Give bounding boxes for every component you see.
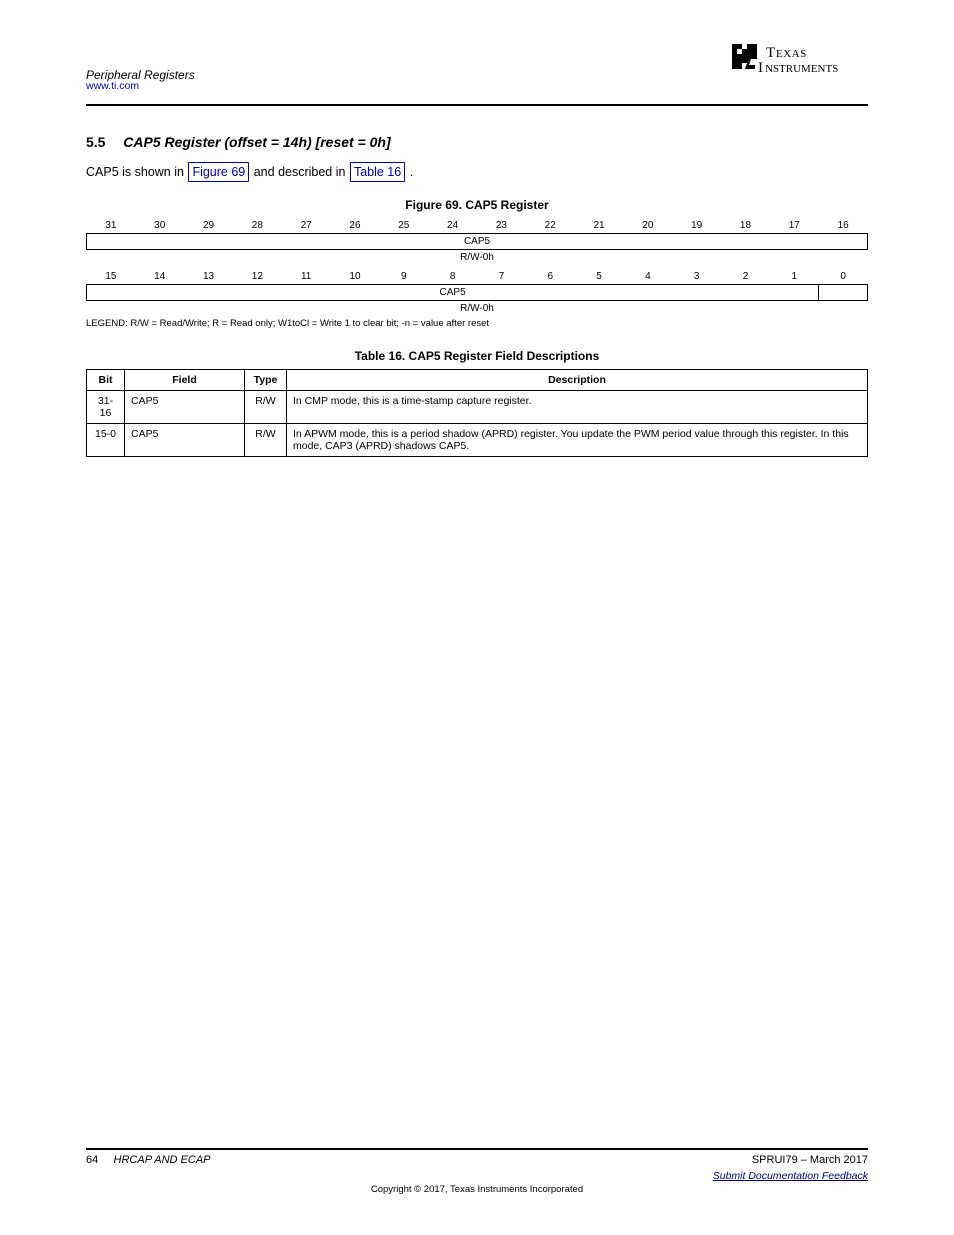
- th-desc: Description: [287, 370, 868, 391]
- bitnum: 13: [184, 269, 233, 285]
- register-layout-row1: 31 30 29 28 27 26 25 24 23 22 21 20 19 1…: [86, 218, 868, 265]
- intro-mid: and described in: [254, 165, 349, 179]
- bitnum: 23: [477, 218, 526, 234]
- bitnum: 18: [721, 218, 770, 234]
- th-field: Field: [125, 370, 245, 391]
- footer-left: 64 HRCAP AND ECAP: [86, 1154, 211, 1166]
- fieldname-cell: CAP5: [87, 285, 819, 301]
- td-field: CAP5: [125, 391, 245, 424]
- td-desc: In APWM mode, this is a period shadow (A…: [287, 424, 868, 457]
- page-number: 64: [86, 1154, 98, 1166]
- field-descriptions-table: Bit Field Type Description 31-16 CAP5 R/…: [86, 369, 868, 457]
- footer-title: HRCAP AND ECAP: [114, 1154, 211, 1166]
- td-type: R/W: [245, 391, 287, 424]
- table-row: 15-0 CAP5 R/W In APWM mode, this is a pe…: [87, 424, 868, 457]
- bitnum: 12: [233, 269, 282, 285]
- bitnum: 9: [379, 269, 428, 285]
- svg-text:I: I: [758, 60, 763, 76]
- bitnum: 6: [526, 269, 575, 285]
- bitnum: 5: [575, 269, 624, 285]
- th-type: Type: [245, 370, 287, 391]
- fieldname-cell: CAP5: [87, 234, 868, 250]
- bitnum: 19: [672, 218, 721, 234]
- bitnum: 29: [184, 218, 233, 234]
- figure-link[interactable]: Figure 69: [188, 162, 249, 182]
- bitnum: 31: [87, 218, 136, 234]
- bitnum: 22: [526, 218, 575, 234]
- site-link[interactable]: www.ti.com: [86, 80, 139, 92]
- bitnum: 7: [477, 269, 526, 285]
- feedback-link[interactable]: Submit Documentation Feedback: [713, 1170, 868, 1182]
- svg-text:EXAS: EXAS: [776, 48, 807, 60]
- bitnum: 15: [87, 269, 136, 285]
- ti-logo: T EXAS I NSTRUMENTS: [728, 36, 868, 84]
- bitnum: 1: [770, 269, 819, 285]
- access-row-1: R/W-0h: [87, 250, 868, 266]
- bitnum: 27: [282, 218, 331, 234]
- section-number: 5.5: [86, 134, 105, 150]
- bitnum: 14: [135, 269, 184, 285]
- figure-title: Figure 69. CAP5 Register: [86, 198, 868, 212]
- footer-rule: [86, 1148, 868, 1150]
- table-link[interactable]: Table 16: [350, 162, 405, 182]
- footer-row: 64 HRCAP AND ECAP SPRUI79 – March 2017: [86, 1154, 868, 1166]
- td-field: CAP5: [125, 424, 245, 457]
- register-layout-row2: 15 14 13 12 11 10 9 8 7 6 5 4 3 2 1 0: [86, 269, 868, 316]
- td-bit: 15-0: [87, 424, 125, 457]
- th-bit: Bit: [87, 370, 125, 391]
- section-title: CAP5 Register (offset = 14h) [reset = 0h…: [123, 134, 390, 150]
- table-row: 31-16 CAP5 R/W In CMP mode, this is a ti…: [87, 391, 868, 424]
- bitnum: 0: [819, 269, 868, 285]
- td-bit: 31-16: [87, 391, 125, 424]
- table-caption: Table 16. CAP5 Register Field Descriptio…: [86, 349, 868, 363]
- figure-block: Figure 69. CAP5 Register 31 30 29 28 27 …: [86, 198, 868, 329]
- header-site-url[interactable]: www.ti.com: [86, 80, 139, 92]
- bitnum: 8: [428, 269, 477, 285]
- bitnum: 3: [672, 269, 721, 285]
- bitnum: 28: [233, 218, 282, 234]
- svg-text:NSTRUMENTS: NSTRUMENTS: [765, 63, 838, 75]
- fieldname-row-1: CAP5: [87, 234, 868, 250]
- svg-text:T: T: [766, 45, 776, 61]
- fieldname-row-2: CAP5: [87, 285, 868, 301]
- bitnum-row-1: 31 30 29 28 27 26 25 24 23 22 21 20 19 1…: [87, 218, 868, 234]
- intro-end: .: [410, 165, 413, 179]
- fieldname-cell-empty: [819, 285, 868, 301]
- td-type: R/W: [245, 424, 287, 457]
- footer-copyright: Copyright © 2017, Texas Instruments Inco…: [86, 1184, 868, 1195]
- bitnum: 10: [331, 269, 380, 285]
- access-cell: R/W-0h: [87, 301, 868, 317]
- page-header: Peripheral Registers T EXAS I NSTRUMENTS: [86, 36, 868, 96]
- bitnum: 26: [331, 218, 380, 234]
- bitnum: 21: [575, 218, 624, 234]
- bitnum: 4: [623, 269, 672, 285]
- bitnum: 17: [770, 218, 819, 234]
- access-row-2: R/W-0h: [87, 301, 868, 317]
- bitnum: 24: [428, 218, 477, 234]
- section-heading: 5.5 CAP5 Register (offset = 14h) [reset …: [86, 134, 868, 152]
- bitnum: 25: [379, 218, 428, 234]
- bitnum: 2: [721, 269, 770, 285]
- content-area: 5.5 CAP5 Register (offset = 14h) [reset …: [86, 106, 868, 457]
- footer-feedback: Submit Documentation Feedback: [86, 1170, 868, 1182]
- intro-paragraph: CAP5 is shown in Figure 69 and described…: [86, 162, 868, 182]
- page-root: Peripheral Registers T EXAS I NSTRUMENTS…: [0, 0, 954, 1235]
- td-desc: In CMP mode, this is a time-stamp captur…: [287, 391, 868, 424]
- table-header-row: Bit Field Type Description: [87, 370, 868, 391]
- page-footer: 64 HRCAP AND ECAP SPRUI79 – March 2017 S…: [86, 1148, 868, 1195]
- intro-prefix: CAP5 is shown in: [86, 165, 187, 179]
- access-cell: R/W-0h: [87, 250, 868, 266]
- footer-right: SPRUI79 – March 2017: [752, 1154, 868, 1166]
- bitnum-row-2: 15 14 13 12 11 10 9 8 7 6 5 4 3 2 1 0: [87, 269, 868, 285]
- figure-legend: LEGEND: R/W = Read/Write; R = Read only;…: [86, 318, 868, 329]
- bitnum: 30: [135, 218, 184, 234]
- bitnum: 16: [819, 218, 868, 234]
- bitnum: 20: [623, 218, 672, 234]
- bitnum: 11: [282, 269, 331, 285]
